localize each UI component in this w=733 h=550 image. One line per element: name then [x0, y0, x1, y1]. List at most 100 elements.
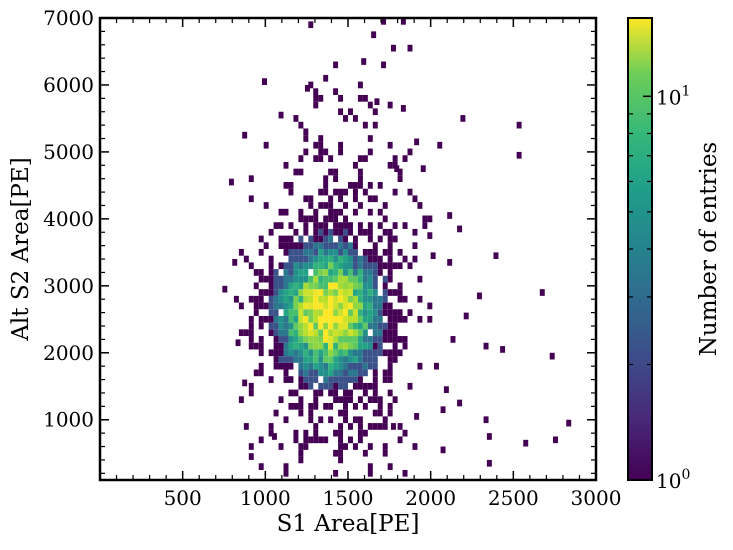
heatmap-bin	[283, 469, 289, 477]
heatmap-bin	[308, 275, 314, 283]
heatmap-bin	[308, 242, 314, 249]
heatmap-bin	[288, 376, 294, 383]
heatmap-bin	[427, 315, 433, 323]
heatmap-bin	[362, 289, 368, 296]
heatmap-bin	[333, 242, 339, 249]
heatmap-bin	[357, 222, 363, 229]
heatmap-bin	[308, 235, 314, 243]
heatmap-bin	[333, 228, 339, 236]
heatmap-bin	[318, 228, 324, 236]
heatmap-bin	[278, 222, 284, 229]
colorbar: 100 101	[627, 17, 690, 493]
heatmap-bin	[293, 356, 299, 363]
heatmap-bin	[263, 315, 269, 323]
heatmap-bin	[323, 315, 329, 323]
heatmap-bin	[298, 356, 304, 363]
heatmap-bin	[273, 275, 279, 283]
heatmap-bin	[263, 302, 269, 310]
heatmap-bin	[283, 282, 289, 290]
heatmap-bin	[293, 289, 299, 296]
heatmap-bin	[372, 255, 378, 263]
heatmap-bin	[318, 309, 324, 316]
heatmap-bin	[303, 429, 309, 437]
heatmap-bin	[338, 356, 344, 363]
heatmap-bin	[308, 21, 314, 29]
heatmap-bin	[343, 356, 348, 363]
heatmap-bin	[417, 202, 423, 209]
heatmap-bin	[397, 289, 403, 296]
heatmap-bin	[283, 369, 289, 377]
heatmap-bin	[382, 202, 388, 209]
heatmap-bin	[298, 269, 304, 276]
colorbar-tick-label: 101	[656, 83, 690, 109]
heatmap-bin	[362, 329, 368, 337]
heatmap-bin	[338, 302, 344, 310]
heatmap-bin	[372, 329, 378, 337]
heatmap-bin	[283, 349, 289, 357]
heatmap-bin	[348, 289, 353, 296]
heatmap-bin	[313, 376, 319, 383]
heatmap-bin	[303, 282, 309, 290]
heatmap-bin	[298, 449, 304, 457]
heatmap-bin	[328, 403, 334, 410]
heatmap-bin	[427, 302, 433, 310]
y-axis-label: Alt S2 Area[PE]	[8, 157, 34, 341]
heatmap-bin	[352, 356, 358, 363]
heatmap-bin	[400, 18, 406, 25]
heatmap-bin	[318, 148, 324, 156]
heatmap-bin	[382, 228, 388, 236]
heatmap-bin	[298, 362, 304, 370]
heatmap-bin	[268, 309, 274, 316]
heatmap-bin	[357, 416, 363, 424]
heatmap-bin	[303, 309, 309, 316]
heatmap-bin	[298, 403, 304, 410]
heatmap-bin	[303, 315, 309, 323]
heatmap-bin	[381, 18, 387, 25]
heatmap-bin	[328, 349, 334, 357]
heatmap-bin	[283, 269, 289, 276]
heatmap-bin	[387, 322, 393, 330]
heatmap-bin	[333, 295, 339, 303]
heatmap-bin	[288, 249, 294, 256]
heatmap-bin	[523, 439, 529, 447]
heatmap-bin	[397, 282, 403, 290]
heatmap-bin	[407, 309, 413, 316]
heatmap-bin	[323, 336, 329, 343]
heatmap-bin	[328, 369, 334, 377]
heatmap-bin	[333, 382, 339, 390]
heatmap-bin	[397, 349, 403, 357]
heatmap-bin	[450, 336, 456, 343]
heatmap-bin	[303, 322, 309, 330]
heatmap-bin	[549, 352, 555, 360]
heatmap-bin	[412, 228, 418, 236]
heatmap-bin	[387, 255, 393, 263]
heatmap-bin	[392, 342, 398, 350]
heatmap-bin	[323, 242, 329, 249]
heatmap-bin	[417, 295, 423, 303]
heatmap-bin	[516, 151, 522, 159]
heatmap-bin	[412, 195, 418, 203]
heatmap-bin	[271, 433, 277, 440]
heatmap-bin	[357, 81, 363, 89]
heatmap-bin	[357, 336, 363, 343]
heatmap-bin	[338, 382, 344, 390]
heatmap-bin	[483, 342, 489, 350]
heatmap-bin	[382, 215, 388, 223]
heatmap-bin	[352, 282, 358, 290]
heatmap-bin	[263, 275, 269, 283]
heatmap-bin	[397, 315, 403, 323]
heatmap-bin	[400, 105, 406, 112]
heatmap-bin	[328, 269, 334, 276]
heatmap-bin	[313, 235, 319, 243]
heatmap-bin	[308, 403, 314, 410]
heatmap-bin	[377, 235, 383, 243]
heatmap-bin	[288, 302, 294, 310]
heatmap-bin	[333, 309, 339, 316]
heatmap-bin	[362, 262, 368, 270]
heatmap-bin	[318, 222, 324, 229]
heatmap-bin	[382, 423, 388, 430]
heatmap-bin	[343, 188, 348, 196]
heatmap-bin	[268, 349, 274, 357]
heatmap-bin	[323, 289, 329, 296]
heatmap-bin	[258, 295, 264, 303]
